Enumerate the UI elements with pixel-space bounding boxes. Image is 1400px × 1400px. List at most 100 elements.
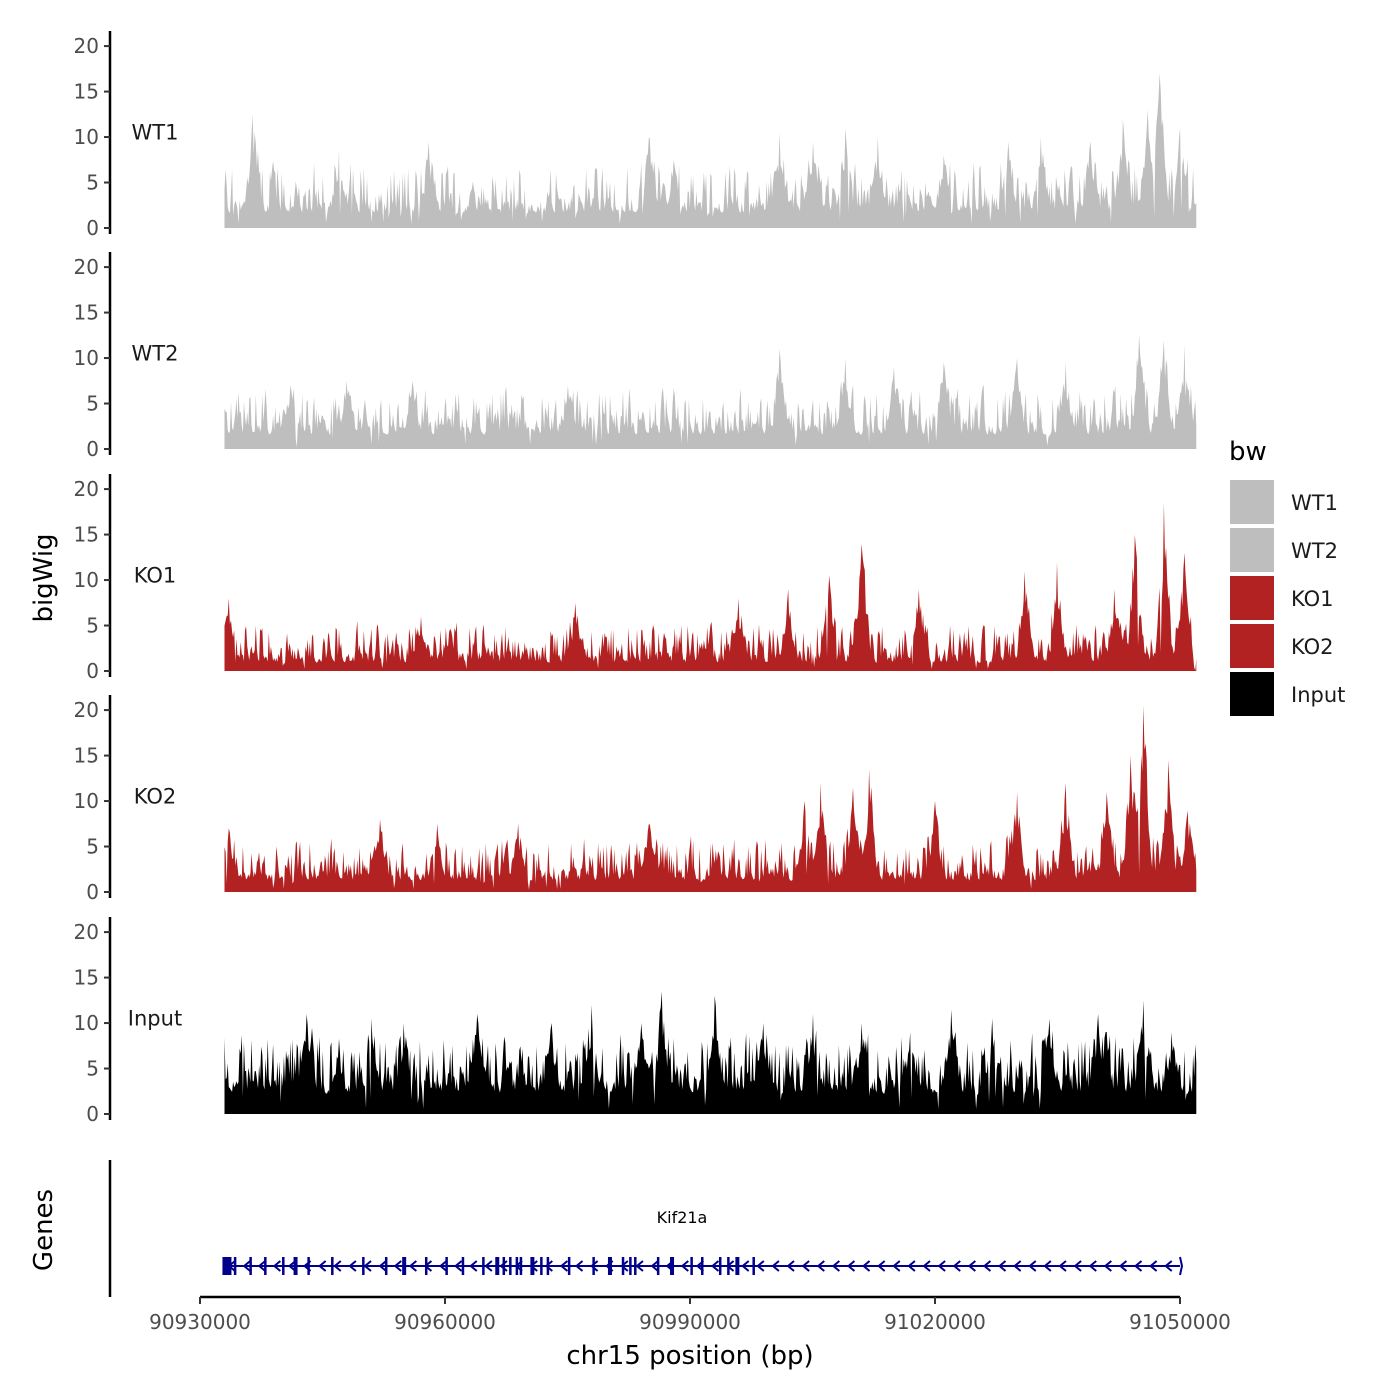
strand-arrow [952,1260,961,1272]
gene-exon [424,1257,428,1275]
y-tick-label: 5 [86,171,99,195]
coverage-area-input [224,991,1197,1114]
x-axis: 90930000 90960000 90990000 91020000 91050000 [149,1295,1231,1334]
legend-label-wt2: WT2 [1291,539,1338,563]
y-tick-label: 0 [86,216,99,240]
strand-arrow [590,1260,599,1272]
track-label: KO1 [134,564,177,588]
legend: bw WT1 WT2 KO1 KO2 Input [1229,437,1345,716]
gene-end-cap [1179,1256,1184,1276]
strand-arrow [333,1260,342,1272]
gene-exon [495,1257,500,1275]
gene-exon [384,1257,388,1275]
strand-arrow [801,1260,810,1272]
y-tick-label: 15 [74,744,99,768]
legend-swatch-ko2 [1230,624,1274,668]
y-tick-label: 20 [74,477,99,501]
gene-track: Kif21a [108,1160,1184,1297]
strand-arrow [559,1260,569,1272]
strand-arrow [1088,1260,1097,1272]
gene-exon [293,1257,298,1275]
y-tick-label: 0 [86,1102,99,1126]
strand-arrow [1164,1260,1173,1272]
y-tick-label: 5 [86,835,99,859]
gene-exon [752,1257,755,1275]
strand-arrow [922,1260,931,1272]
strand-arrow [438,1260,448,1272]
y-tick-label: 15 [74,966,99,990]
strand-arrow [484,1260,493,1272]
strand-arrow [1013,1260,1022,1272]
y-axis-title: bigWig [29,533,59,622]
strand-arrow [1133,1260,1143,1272]
y-tick-label: 0 [86,659,99,683]
gene-exon [509,1257,512,1275]
x-axis-title: chr15 position (bp) [566,1341,813,1371]
gene-exon [634,1257,637,1275]
track-label: WT2 [132,342,179,366]
gene-exon [621,1257,625,1275]
y-tick-label: 15 [74,523,99,547]
strand-arrow [937,1260,946,1272]
strand-arrow [786,1260,795,1272]
gene-exon [282,1257,285,1275]
gene-exon [307,1257,310,1275]
strand-arrow [469,1260,478,1272]
strand-arrow [242,1260,251,1272]
strand-arrow [454,1260,463,1272]
y-tick-label: 10 [74,1011,99,1035]
gene-exon [249,1257,252,1275]
strand-arrow [997,1260,1007,1272]
gene-exon [530,1257,535,1275]
strand-arrow [982,1260,992,1272]
gene-exon [735,1257,740,1275]
gene-exon [607,1257,612,1275]
y-tick-label: 5 [86,614,99,638]
gene-exon [461,1257,465,1275]
strand-arrow [1058,1260,1067,1272]
gene-exon [540,1257,543,1275]
y-tick-label: 5 [86,392,99,416]
coverage-area-wt1 [224,73,1197,229]
strand-arrow [272,1260,281,1272]
coverage-tracks: 20 15 10 5 0 WT1 20 15 10 5 0 WT2 20 15 10 5 0 KO1 20 15 10 5… [74,31,1197,1126]
legend-swatch-wt1 [1230,480,1274,524]
track-wt1: 20 15 10 5 0 WT1 [74,31,1197,240]
gene-exon [670,1257,675,1275]
gene-exon [701,1257,704,1275]
legend-label-ko2: KO2 [1291,635,1334,659]
strand-arrow [846,1260,856,1272]
gene-exon [718,1257,722,1275]
y-tick-label: 10 [74,125,99,149]
strand-arrow [892,1260,901,1272]
strand-arrow [710,1260,720,1272]
y-tick-label: 20 [74,34,99,58]
y-tick-label: 15 [74,301,99,325]
strand-arrow [967,1260,976,1272]
y-tick-label: 0 [86,437,99,461]
track-input: 20 15 10 5 0 Input [74,917,1197,1126]
track-ko1: 20 15 10 5 0 KO1 [74,474,1197,683]
strand-arrow [1028,1260,1037,1272]
strand-arrow [1103,1260,1112,1272]
strand-arrow [831,1260,841,1272]
gene-exon [727,1257,730,1275]
legend-swatch-input [1230,672,1274,716]
coverage-area-wt2 [224,335,1197,449]
strand-arrow [650,1260,659,1272]
strand-arrow [1149,1260,1158,1272]
y-tick-label: 0 [86,880,99,904]
gene-exon [264,1257,267,1275]
gene-exon [402,1257,407,1275]
gene-exon [546,1257,550,1275]
track-label: WT1 [132,121,179,145]
legend-label-input: Input [1291,683,1345,707]
gene-exon [690,1257,693,1275]
strand-arrow [1073,1260,1082,1272]
gene-exon [222,1257,232,1275]
gene-exon [592,1257,595,1275]
y-tick-label: 5 [86,1057,99,1081]
strand-arrow [680,1260,689,1272]
strand-arrow [408,1260,417,1272]
x-tick-label: 90990000 [639,1310,741,1334]
